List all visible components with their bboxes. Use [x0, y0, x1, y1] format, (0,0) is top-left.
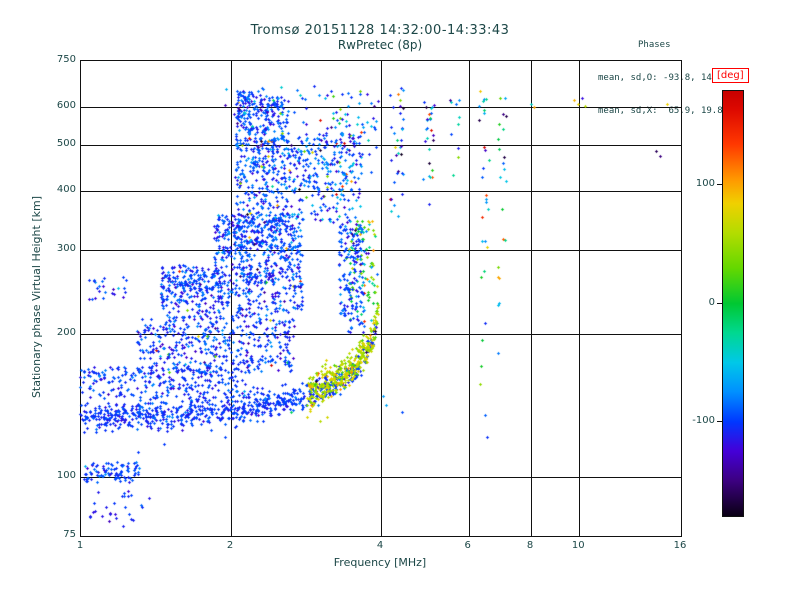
gridline-horizontal: [81, 107, 681, 109]
plot-frame: [80, 60, 682, 537]
y-tick-label: 500: [56, 137, 76, 149]
phase-stats-heading: Phases: [638, 40, 671, 50]
y-axis-label-wrap: Stationary phase Virtual Height [km]: [28, 60, 44, 535]
colorbar: [722, 90, 744, 517]
gridline-horizontal: [81, 333, 681, 335]
page-title: Tromsø 20151128 14:32:00-14:33:43: [250, 23, 510, 38]
colorbar-tick-mark: [717, 303, 722, 304]
gridline-horizontal: [81, 476, 681, 478]
x-tick-label: 16: [673, 540, 687, 551]
colorbar-tick-label: -100: [692, 414, 715, 426]
gridline-vertical: [579, 61, 581, 536]
gridline-vertical: [381, 61, 382, 536]
page-subtitle: RwPretec (8p): [337, 38, 423, 52]
y-tick-label: 300: [56, 243, 76, 255]
colorbar-tick-label: 100: [695, 178, 715, 190]
y-tick-label: 100: [56, 469, 76, 481]
y-tick-label: 750: [56, 54, 76, 65]
y-tick-label: 600: [56, 100, 76, 112]
colorbar-tick-mark: [717, 421, 722, 422]
y-tick-label: 400: [56, 183, 76, 195]
gridline-vertical: [468, 61, 470, 536]
gridline-horizontal: [81, 190, 681, 192]
x-tick-label: 8: [526, 540, 534, 551]
y-tick-label: 200: [56, 326, 76, 338]
y-axis-label: Stationary phase Virtual Height [km]: [29, 196, 43, 399]
x-tick-label: 2: [226, 540, 234, 551]
colorbar-unit-badge: [deg]: [712, 68, 749, 83]
gridline-vertical: [531, 61, 532, 536]
x-tick-label: 6: [464, 540, 471, 551]
x-axis-label: Frequency [MHz]: [333, 556, 427, 569]
gridline-horizontal: [81, 250, 681, 252]
colorbar-tick-label: 0: [708, 296, 715, 308]
x-tick-label: 10: [571, 540, 585, 551]
colorbar-tick-mark: [717, 184, 722, 185]
x-tick-label: 4: [376, 540, 384, 551]
x-tick-label: 1: [76, 540, 84, 551]
gridline-vertical: [231, 61, 232, 536]
y-tick-label: 75: [63, 529, 76, 540]
gridline-horizontal: [81, 144, 681, 146]
